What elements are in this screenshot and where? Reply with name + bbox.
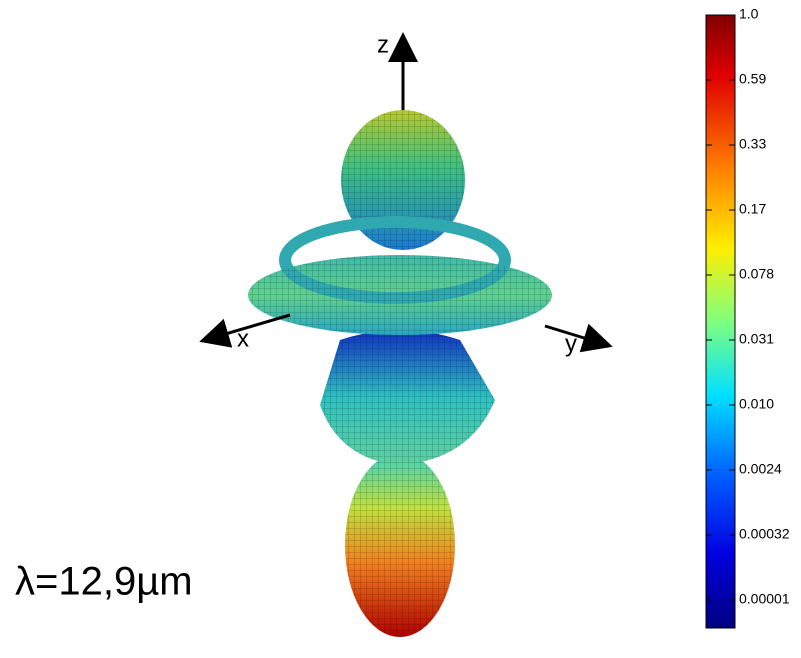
- colorbar-tick-label: 0.0024: [739, 461, 782, 477]
- colorbar-tick-label: 0.031: [739, 331, 774, 347]
- axis-label: z: [377, 31, 389, 58]
- colorbar-scale: [706, 15, 735, 628]
- colorbar: 1.0 0.59 0.33 0.17 0.078 0.031 0.010 0.0024 0.00…: [706, 6, 790, 628]
- colorbar-tick-label: 0.33: [739, 136, 766, 152]
- pattern-surface: z x y: [205, 31, 607, 637]
- colorbar-tick-label: 0.010: [739, 396, 774, 412]
- mesh: [345, 453, 455, 637]
- colorbar-tick-label: 0.59: [739, 71, 766, 87]
- colorbar-tick-label: 0.078: [739, 266, 774, 282]
- mesh: [320, 330, 495, 465]
- axis-label: y: [565, 330, 577, 357]
- axis-label: x: [237, 325, 249, 352]
- mesh: [248, 255, 552, 335]
- colorbar-tick-label: 0.17: [739, 201, 766, 217]
- annotation: λ=12,9µm: [15, 560, 193, 604]
- colorbar-tick-label: 0.00032: [739, 526, 790, 542]
- colorbar-tick-label: 0.00001: [739, 591, 790, 607]
- figure: z x y λ=12,9µm 1.0 0.59 0.33 0.17 0.078 0.031…: [0, 0, 801, 658]
- colorbar-tick-label: 1.0: [739, 6, 759, 22]
